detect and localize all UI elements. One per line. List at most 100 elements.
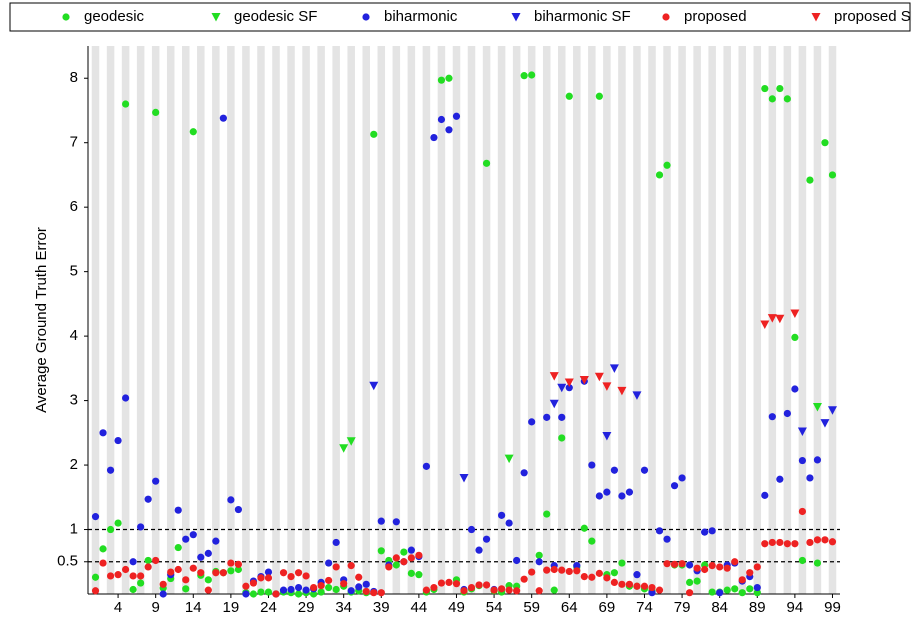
point [287,572,295,581]
legend-label: geodesic SF [234,8,317,25]
point [129,585,137,594]
point [543,413,551,421]
point [505,586,513,594]
point [827,406,837,415]
point [602,382,612,391]
point [362,587,370,596]
stripe [603,46,611,594]
point [490,586,498,594]
point [588,461,596,469]
point [234,560,242,568]
point [106,572,115,580]
x-tick-label: 9 [152,599,160,616]
point [197,553,205,561]
point [370,130,378,138]
y-tick-label: 2 [70,456,78,473]
point [219,569,227,577]
point [257,588,265,596]
point [573,567,581,575]
point [219,114,227,122]
point [437,115,446,124]
stripe [182,46,190,594]
point [776,84,784,93]
point [746,585,754,593]
x-tick-label: 64 [561,599,578,616]
point [189,128,197,136]
point [588,573,596,581]
point [445,126,453,134]
point [204,586,212,594]
point [249,590,258,598]
legend-marker [62,13,70,21]
stripe [663,46,671,594]
legend-label: proposed [684,8,747,25]
point [467,525,476,534]
point [565,92,573,100]
point [549,372,559,381]
point [99,545,107,553]
x-tick-label: 99 [824,599,841,616]
stripe [347,46,355,594]
point [407,546,415,554]
point [783,95,791,103]
stripe [392,46,401,594]
point [768,538,776,547]
point [122,565,130,574]
point [640,466,649,474]
point [640,582,649,590]
point [617,386,627,396]
x-tick-label: 19 [223,599,240,616]
legend-label: biharmonic SF [534,8,631,25]
point [595,569,603,577]
point [648,583,656,592]
point [475,581,483,589]
point [820,419,830,428]
point [355,573,363,581]
point [227,559,235,567]
point [549,399,559,409]
point [828,538,837,546]
stripe [512,46,521,594]
point [663,535,671,543]
point [182,535,190,543]
point [475,546,483,554]
point [648,589,656,597]
point [317,588,325,596]
point [325,583,333,592]
point [302,586,310,594]
point [760,320,770,330]
point [806,538,814,547]
point [701,565,709,574]
stripe [422,46,431,594]
point [813,559,822,567]
point [557,383,567,393]
point [377,547,385,555]
point [294,583,303,592]
point [520,469,528,477]
point [663,560,671,568]
point [618,580,626,588]
point [693,564,701,572]
point [317,582,325,590]
point [264,574,273,582]
point [137,523,145,531]
point [91,587,100,595]
stripe [708,46,716,594]
point [234,505,242,514]
point [776,538,784,547]
point [430,583,438,592]
point [392,518,400,526]
point [482,581,491,589]
point [159,590,167,598]
stripe [648,46,656,594]
x-tick-label: 14 [185,599,202,616]
stripe [798,46,807,594]
point [798,556,807,565]
legend-marker [511,13,521,22]
point [731,558,739,566]
x-tick-label: 94 [787,599,804,616]
point [204,549,212,557]
point [798,507,807,516]
point [400,558,408,566]
point [550,565,558,574]
